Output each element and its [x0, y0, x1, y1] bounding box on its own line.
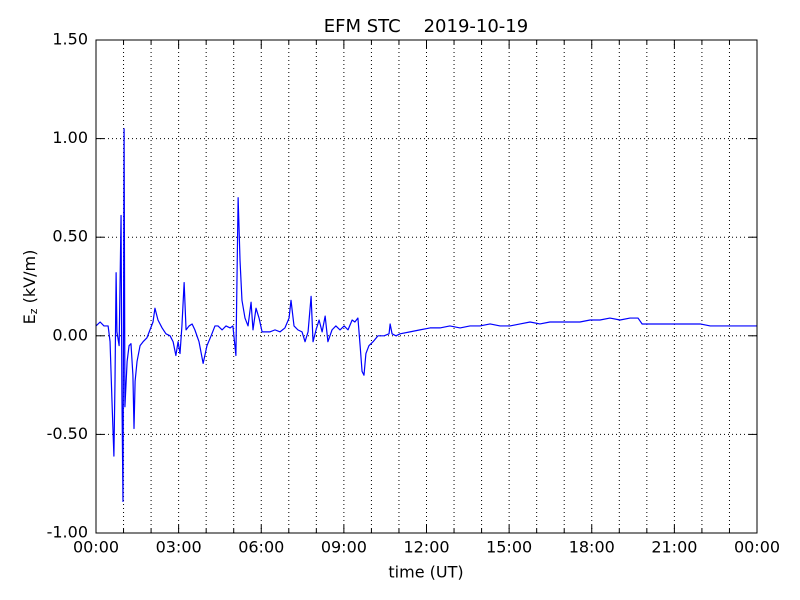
y-label-sub: z — [27, 308, 40, 314]
plot-frame — [95, 39, 758, 534]
x-tick-label: 06:00 — [238, 538, 284, 557]
x-tick-label: 00:00 — [73, 538, 119, 557]
x-tick-label: 15:00 — [486, 538, 532, 557]
y-tick-label: 0.00 — [52, 325, 88, 344]
y-tick-label: 0.50 — [52, 227, 88, 246]
y-tick-label: -1.00 — [47, 523, 88, 542]
x-tick-label: 21:00 — [651, 538, 697, 557]
data-line — [95, 128, 757, 503]
y-tick-label: 1.50 — [52, 30, 88, 49]
chart-title: EFM STC 2019-10-19 — [324, 16, 528, 37]
y-label-base: E — [20, 314, 39, 324]
y-axis-label: Ez (kV/m) — [20, 250, 41, 325]
x-tick-label: 12:00 — [403, 538, 449, 557]
x-tick-label: 18:00 — [569, 538, 615, 557]
x-tick-label: 00:00 — [734, 538, 780, 557]
y-tick-label: -0.50 — [47, 424, 88, 443]
x-tick-label: 03:00 — [156, 538, 202, 557]
x-axis-label: time (UT) — [388, 563, 463, 582]
x-tick-label: 09:00 — [321, 538, 367, 557]
y-label-unit: (kV/m) — [20, 250, 39, 309]
y-tick-label: 1.00 — [52, 128, 88, 147]
